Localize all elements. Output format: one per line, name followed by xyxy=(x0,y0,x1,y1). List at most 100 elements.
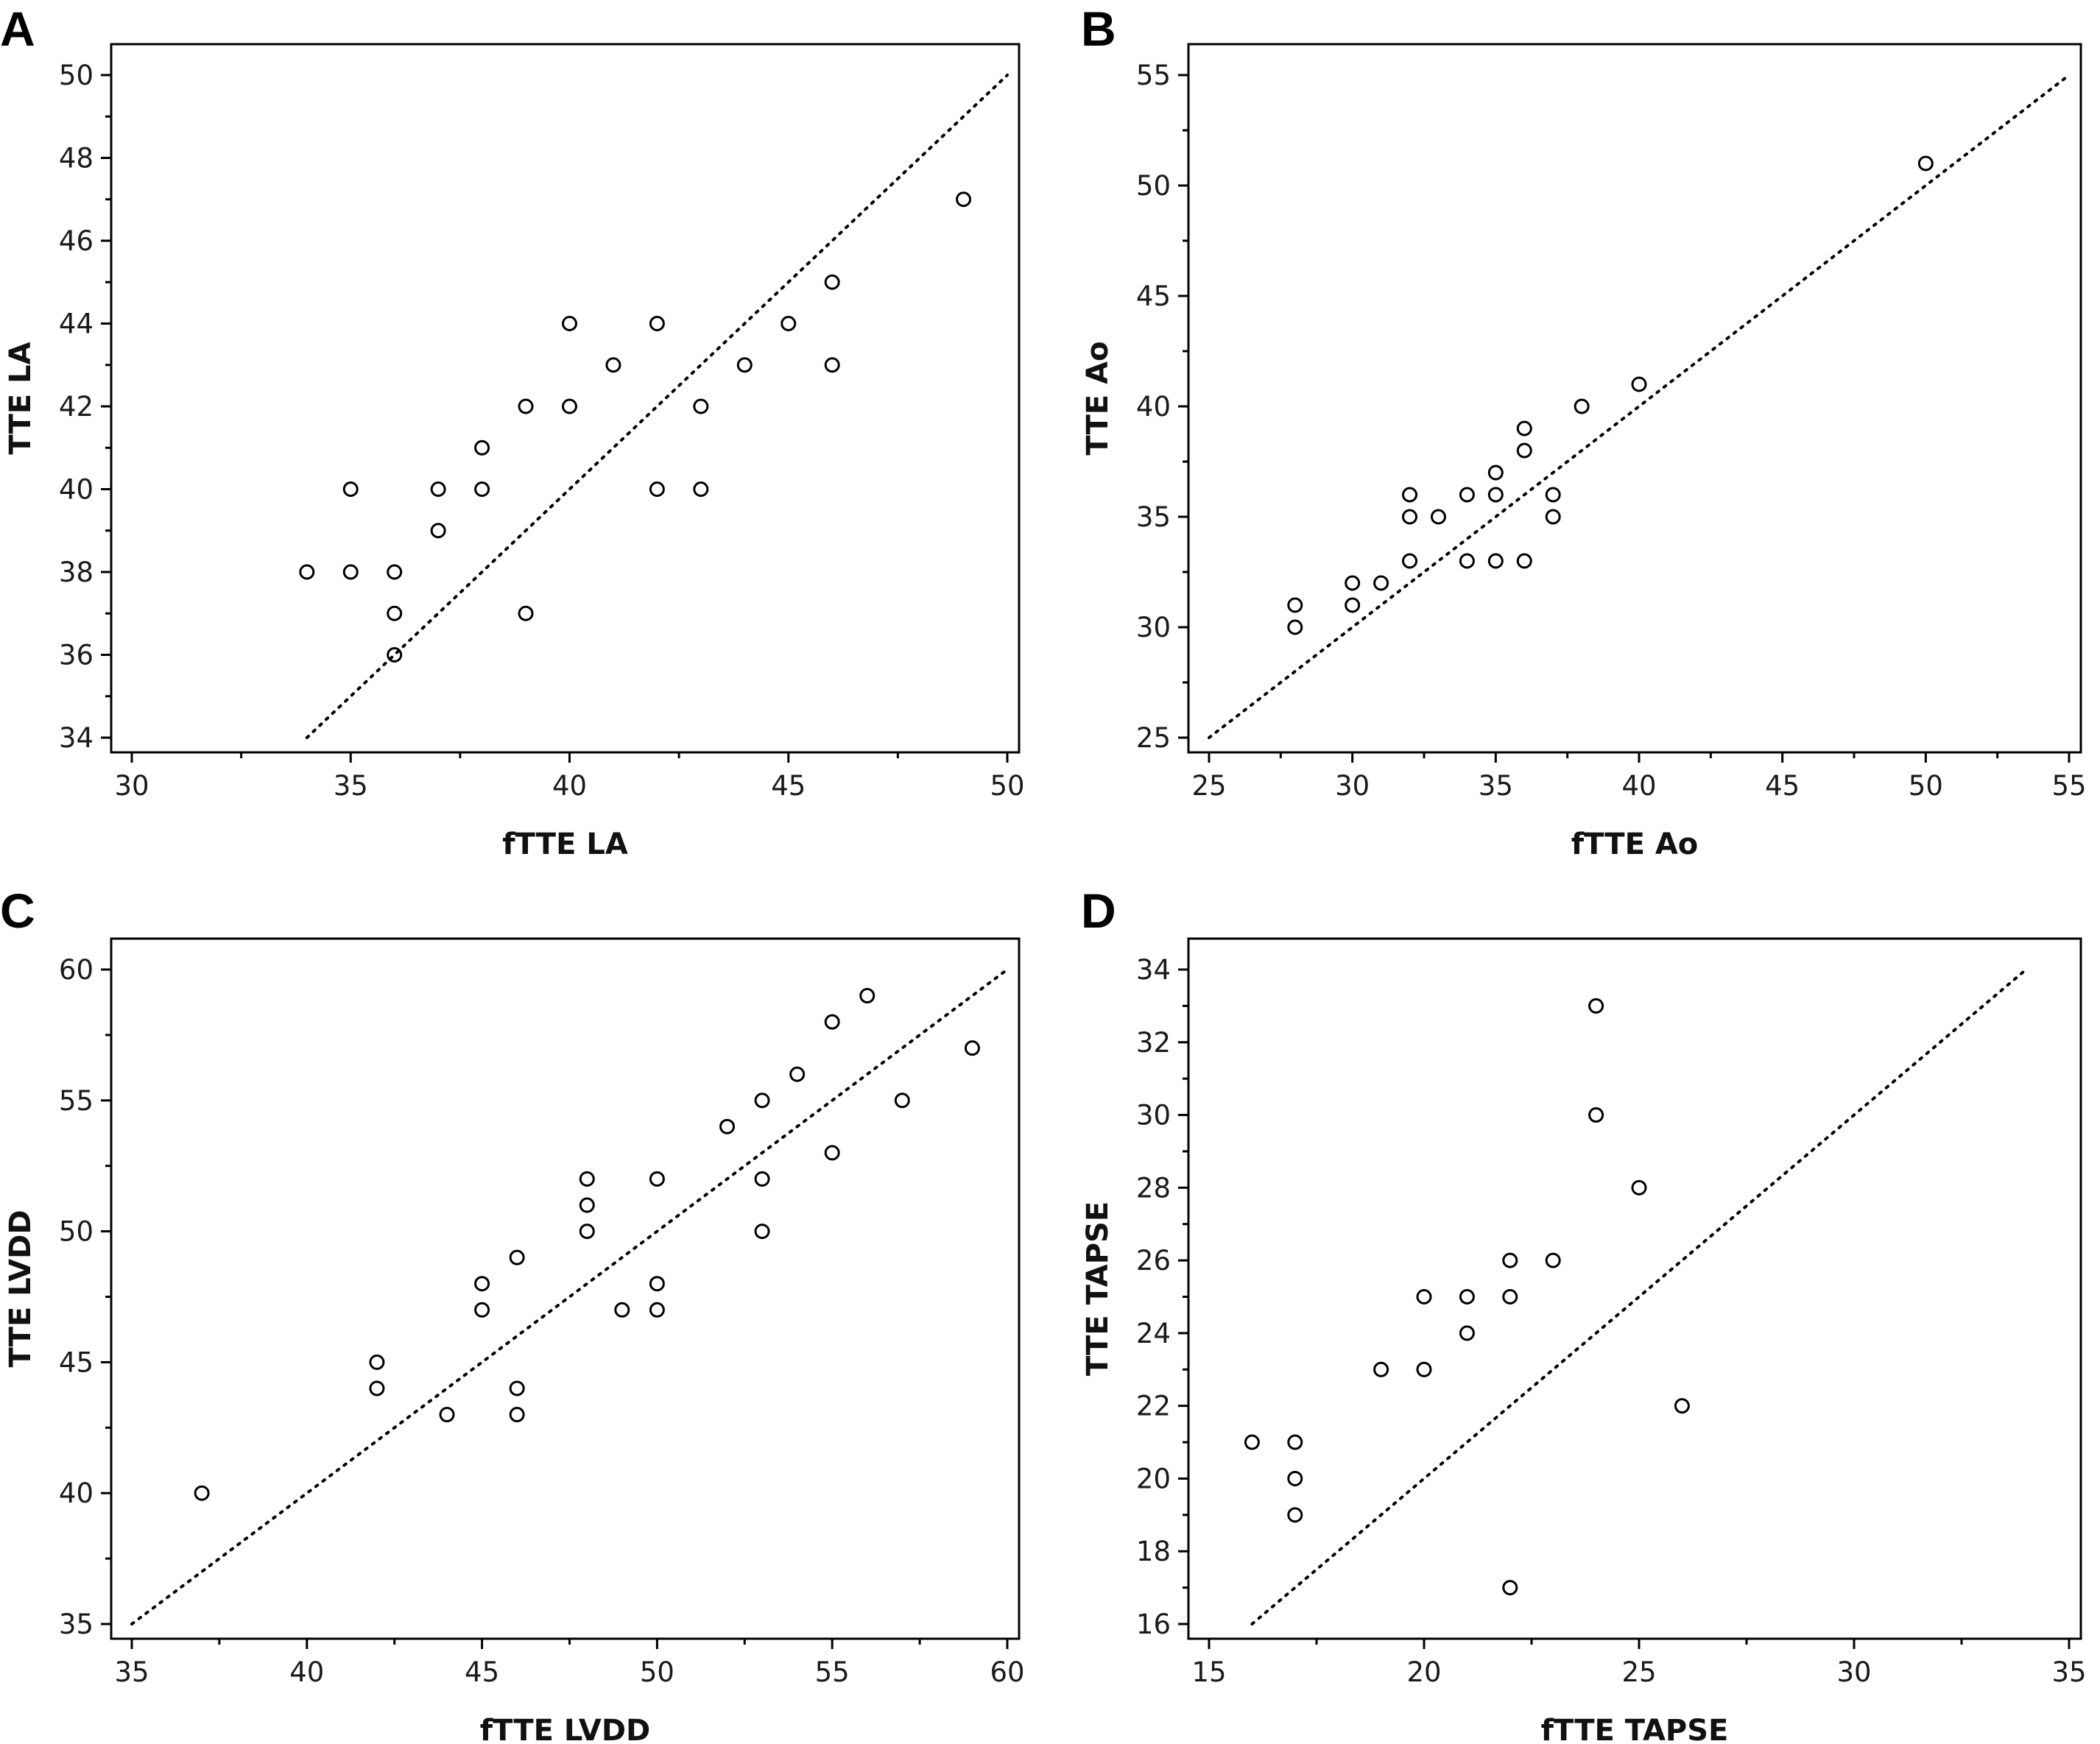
data-point xyxy=(859,988,875,1004)
data-point xyxy=(894,1092,910,1109)
y-tick-label: 30 xyxy=(1136,1100,1171,1132)
data-point xyxy=(430,523,446,539)
data-point xyxy=(605,357,621,373)
panel-d: D 15 20 25 30 35 16 18 20 22 24 26 28 30 32 34 fTTE TAPS… xyxy=(1081,883,2087,1744)
x-tick-label: 25 xyxy=(1191,770,1226,802)
data-point xyxy=(824,1145,840,1161)
data-point xyxy=(956,191,972,208)
y-tick-label: 26 xyxy=(1136,1245,1171,1277)
data-point xyxy=(1516,553,1532,569)
data-point xyxy=(754,1092,770,1109)
y-tick-label: 28 xyxy=(1136,1172,1171,1204)
data-point xyxy=(194,1485,210,1501)
data-point xyxy=(1287,1507,1303,1523)
data-point xyxy=(1416,1289,1432,1305)
data-point xyxy=(1588,1107,1604,1123)
x-tick-label: 35 xyxy=(334,770,368,802)
x-tick-label: 55 xyxy=(815,1656,850,1688)
data-point xyxy=(1487,487,1504,503)
data-point xyxy=(1459,487,1475,503)
x-tick-label: 30 xyxy=(1335,770,1370,802)
data-point xyxy=(474,481,490,497)
y-tick-label: 40 xyxy=(59,474,94,506)
y-tick-label: 45 xyxy=(59,1346,94,1378)
y-tick-label: 36 xyxy=(59,640,94,671)
data-point xyxy=(964,1040,980,1056)
panel-letter: B xyxy=(1081,1,1116,56)
data-point xyxy=(649,1302,665,1318)
plot-frame xyxy=(1187,43,2082,754)
data-point xyxy=(562,316,577,331)
data-point xyxy=(474,439,490,456)
x-tick-label: 35 xyxy=(114,1656,149,1688)
x-tick-label: 30 xyxy=(1836,1656,1871,1688)
x-tick-label: 35 xyxy=(1479,770,1513,802)
plot-frame xyxy=(1187,937,2082,1640)
data-point xyxy=(1416,1361,1432,1377)
data-point xyxy=(1917,155,1934,172)
data-point xyxy=(614,1302,630,1318)
data-point xyxy=(754,1171,770,1187)
panel-a: A 30 35 40 45 50 34 36 38 40 42 44 46 48 50 fTTE LA TTE … xyxy=(0,1,1025,861)
x-tick-label: 50 xyxy=(990,770,1024,802)
data-point xyxy=(1402,553,1418,569)
y-axis-title: TTE Ao xyxy=(1081,341,1115,455)
panel-letter: D xyxy=(1081,883,1116,938)
data-point xyxy=(736,357,753,373)
data-point xyxy=(1287,1470,1303,1486)
plot-frame xyxy=(110,937,1021,1640)
data-point xyxy=(1459,553,1475,569)
y-tick-label: 35 xyxy=(1136,501,1171,533)
data-point xyxy=(789,1066,806,1082)
data-point xyxy=(509,1380,525,1397)
y-tick-label: 44 xyxy=(59,308,94,340)
data-point xyxy=(430,481,446,497)
data-point xyxy=(509,1249,525,1265)
data-point xyxy=(439,1407,455,1423)
y-tick-label: 34 xyxy=(1136,954,1171,986)
y-tick-label: 25 xyxy=(1136,722,1171,754)
data-point xyxy=(1402,487,1418,503)
x-tick-label: 60 xyxy=(990,1656,1024,1688)
x-tick-label: 50 xyxy=(1909,770,1943,802)
data-point xyxy=(579,1197,595,1213)
data-point xyxy=(518,398,534,414)
y-tick-label: 18 xyxy=(1136,1536,1171,1567)
x-tick-label: 15 xyxy=(1191,1656,1226,1688)
data-point xyxy=(1345,575,1361,591)
data-point xyxy=(1373,1361,1389,1377)
y-tick-label: 35 xyxy=(59,1609,94,1640)
panel-letter: A xyxy=(0,1,35,56)
data-point xyxy=(649,481,665,497)
x-tick-label: 50 xyxy=(640,1656,674,1688)
y-axis-title: TTE LVDD xyxy=(4,1210,38,1367)
data-point xyxy=(754,1224,770,1240)
panel-letter: C xyxy=(0,883,35,938)
x-tick-label: 45 xyxy=(771,770,806,802)
data-point xyxy=(387,605,403,621)
data-point xyxy=(1502,1580,1518,1596)
data-point xyxy=(369,1354,385,1370)
data-point xyxy=(1545,487,1561,503)
data-point xyxy=(1631,1179,1647,1196)
y-tick-label: 55 xyxy=(1136,60,1171,91)
data-point xyxy=(579,1224,595,1240)
data-point xyxy=(387,647,403,663)
data-point xyxy=(1487,553,1504,569)
x-tick-label: 40 xyxy=(289,1656,324,1688)
data-point xyxy=(562,398,577,414)
y-tick-label: 22 xyxy=(1136,1391,1171,1422)
data-point xyxy=(649,1276,665,1292)
data-point xyxy=(579,1171,595,1187)
y-axis-title: TTE TAPSE xyxy=(1081,1201,1115,1376)
data-point xyxy=(1545,1252,1561,1268)
y-tick-label: 50 xyxy=(1136,170,1171,202)
x-axis-title: fTTE LVDD xyxy=(480,1714,650,1744)
data-point xyxy=(649,1171,665,1187)
plot-frame xyxy=(110,43,1021,754)
y-tick-label: 45 xyxy=(1136,280,1171,312)
y-tick-label: 40 xyxy=(59,1478,94,1509)
data-point xyxy=(342,481,359,497)
data-point xyxy=(1674,1398,1690,1414)
data-point xyxy=(1430,509,1446,525)
